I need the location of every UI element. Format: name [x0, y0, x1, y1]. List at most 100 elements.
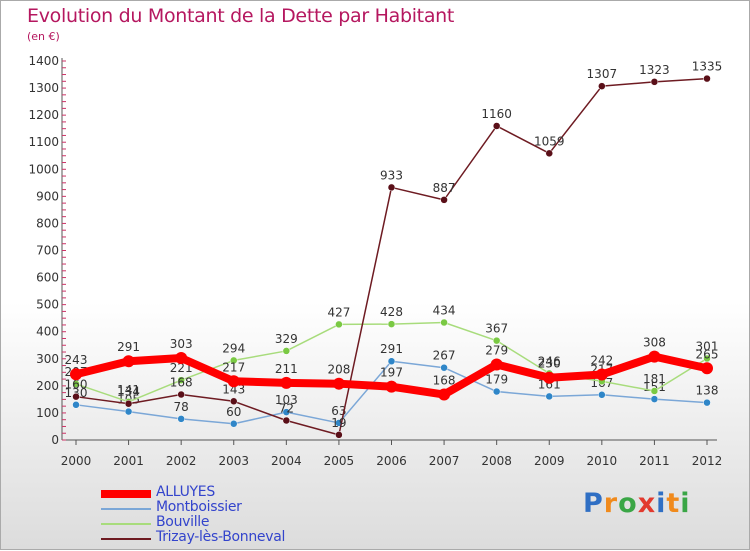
- data-point: [332, 377, 345, 390]
- data-label: 179: [485, 373, 508, 387]
- x-tick-label: 2001: [113, 454, 144, 468]
- y-tick-label: 300: [36, 352, 59, 366]
- chart-unit-label: (en €): [27, 30, 60, 43]
- data-point: [543, 371, 556, 384]
- data-label: 138: [696, 384, 719, 398]
- brand-letter: i: [680, 488, 691, 519]
- data-label: 60: [226, 405, 241, 419]
- legend-swatch: [101, 523, 151, 525]
- data-label: 160: [65, 378, 88, 392]
- brand-letter: t: [666, 488, 681, 519]
- data-label: 1307: [587, 67, 618, 81]
- data-label: 1160: [481, 107, 512, 121]
- data-point: [175, 351, 188, 364]
- data-point: [701, 362, 713, 375]
- data-point: [650, 78, 659, 86]
- data-label: 279: [485, 343, 508, 357]
- data-point: [440, 196, 448, 204]
- data-point: [335, 431, 343, 439]
- data-label: 19: [331, 416, 346, 430]
- data-label: 168: [170, 376, 193, 390]
- data-label: 427: [327, 305, 350, 319]
- data-point: [492, 387, 501, 396]
- data-label: 1323: [639, 63, 670, 77]
- data-label: 329: [275, 332, 298, 346]
- data-label: 242: [590, 353, 613, 367]
- data-point: [703, 398, 711, 407]
- y-tick-label: 1200: [28, 108, 59, 122]
- data-label: 303: [170, 337, 193, 351]
- data-point: [650, 387, 659, 395]
- data-point: [72, 401, 80, 409]
- data-point: [280, 376, 293, 389]
- data-label: 78: [174, 400, 189, 414]
- data-point: [72, 392, 80, 401]
- x-tick-label: 2010: [587, 454, 618, 468]
- data-point: [492, 336, 501, 345]
- x-tick-label: 2008: [481, 454, 512, 468]
- data-point: [282, 416, 291, 425]
- y-tick-label: 1000: [28, 162, 59, 176]
- data-point: [650, 395, 659, 403]
- y-tick-label: 500: [36, 298, 59, 312]
- data-label: 143: [222, 382, 245, 396]
- data-label: 72: [279, 402, 294, 416]
- data-label: 197: [380, 366, 403, 380]
- data-point: [335, 320, 343, 329]
- data-label: 308: [643, 336, 666, 350]
- brand-letter: r: [603, 488, 619, 519]
- data-label: 208: [327, 363, 350, 377]
- data-label: 1059: [534, 134, 565, 148]
- data-point: [230, 356, 238, 365]
- data-point: [703, 354, 711, 363]
- data-label: 265: [696, 347, 719, 361]
- y-tick-label: 100: [36, 406, 59, 420]
- y-tick-label: 900: [36, 189, 59, 203]
- data-point: [545, 149, 553, 158]
- data-label: 130: [65, 386, 88, 400]
- legend-swatch: [101, 538, 151, 540]
- data-point: [598, 391, 606, 399]
- brand-letter: P: [583, 488, 604, 519]
- data-label: 217: [222, 360, 245, 374]
- legend-label: ALLUYES: [156, 484, 215, 500]
- legend-swatch: [101, 508, 151, 510]
- data-point: [703, 74, 711, 83]
- x-tick-label: 2002: [166, 454, 197, 468]
- data-label: 428: [380, 305, 403, 319]
- x-tick-label: 2005: [324, 454, 355, 468]
- brand-logo: Proxiti: [583, 488, 691, 519]
- data-point: [227, 375, 240, 388]
- data-point: [545, 392, 553, 401]
- y-tick-label: 1100: [28, 135, 59, 149]
- data-label: 887: [433, 181, 456, 195]
- x-tick-label: 2007: [429, 454, 460, 468]
- data-point: [387, 357, 396, 365]
- data-point: [72, 380, 80, 388]
- data-point: [387, 183, 396, 192]
- data-label: 134: [117, 385, 140, 399]
- data-point: [230, 397, 238, 406]
- data-label: 1335: [692, 60, 723, 74]
- brand-letter: o: [618, 488, 638, 519]
- y-tick-label: 1400: [28, 54, 59, 68]
- x-tick-label: 2009: [534, 454, 565, 468]
- data-label: 246: [538, 354, 561, 368]
- y-tick-label: 200: [36, 379, 59, 393]
- data-point: [492, 122, 501, 130]
- data-point: [230, 420, 238, 428]
- data-point: [177, 415, 185, 423]
- data-point: [177, 390, 185, 399]
- data-label: 367: [485, 322, 508, 336]
- x-tick-label: 2000: [61, 454, 92, 468]
- x-tick-label: 2003: [218, 454, 249, 468]
- data-label: 181: [643, 372, 666, 386]
- data-point: [124, 399, 133, 408]
- series-alluyes: 243 291 303 217 211 208 197 168 279 230 242 308 265: [65, 336, 719, 401]
- chart-title: Evolution du Montant de la Dette par Hab…: [27, 5, 455, 27]
- data-point: [387, 320, 396, 328]
- y-tick-label: 400: [36, 325, 59, 339]
- data-label: 141: [117, 383, 140, 397]
